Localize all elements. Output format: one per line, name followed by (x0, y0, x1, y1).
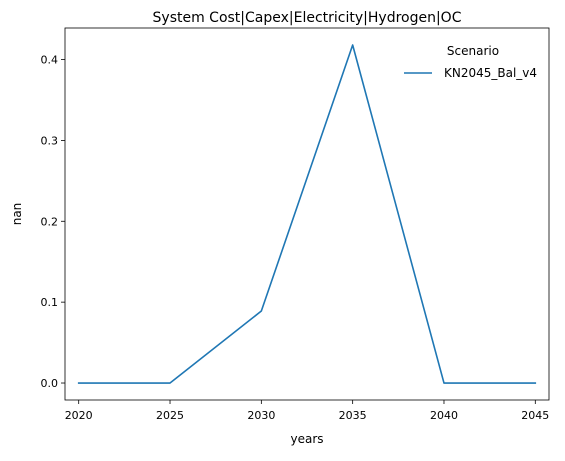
x-tick-label: 2025 (156, 409, 184, 422)
series-layer (77, 44, 537, 384)
x-tick-label: 2040 (430, 409, 458, 422)
x-tick-label: 2030 (247, 409, 275, 422)
x-axis: 2020 2025 2030 2035 2040 2045 (65, 400, 549, 422)
plot-area-frame (64, 27, 550, 401)
y-tick-label: 0.1 (41, 296, 59, 309)
y-tick-label: 0.4 (41, 54, 59, 67)
y-tick-label: 0.3 (41, 134, 59, 147)
y-axis: 0.0 0.1 0.2 0.3 0.4 (41, 54, 65, 390)
legend-title: Scenario (447, 44, 499, 58)
x-tick-label: 2035 (339, 409, 367, 422)
x-tick-label: 2020 (65, 409, 93, 422)
x-axis-label: years (290, 432, 323, 446)
y-tick-label: 0.0 (41, 377, 59, 390)
chart-title: System Cost|Capex|Electricity|Hydrogen|O… (153, 10, 462, 26)
legend: Scenario KN2045_Bal_v4 (404, 44, 537, 80)
legend-label: KN2045_Bal_v4 (444, 66, 537, 80)
y-axis-label: nan (10, 203, 24, 226)
y-tick-label: 0.2 (41, 215, 59, 228)
series-line (77, 44, 537, 384)
x-tick-label: 2045 (521, 409, 549, 422)
